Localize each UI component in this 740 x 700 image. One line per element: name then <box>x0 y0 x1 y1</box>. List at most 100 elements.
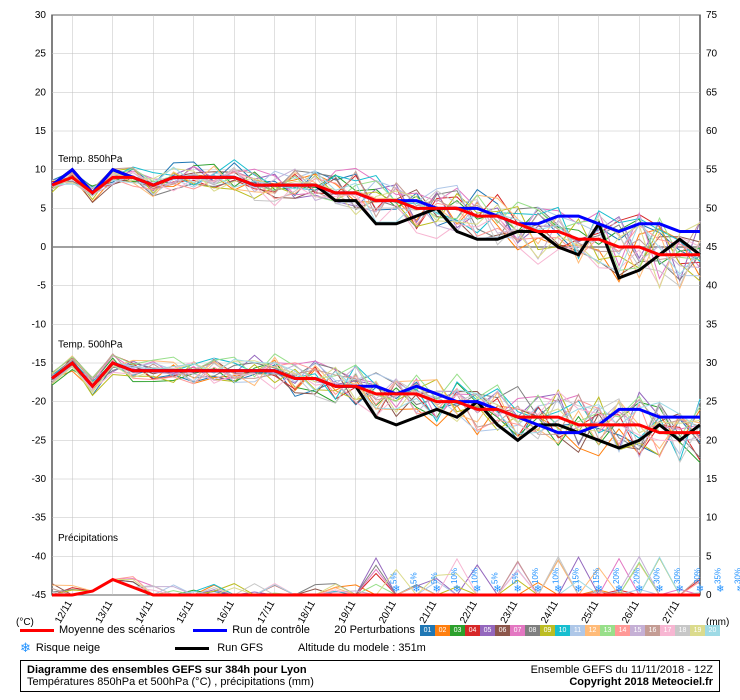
svg-text:13/11: 13/11 <box>94 599 116 626</box>
perturb-swatch: 03 <box>450 625 465 636</box>
svg-text:20: 20 <box>35 87 47 98</box>
svg-text:30%: 30% <box>653 568 662 584</box>
perturb-swatch: 13 <box>600 625 615 636</box>
legend-control-swatch <box>193 629 227 632</box>
svg-text:27/11: 27/11 <box>661 599 683 626</box>
svg-text:5: 5 <box>40 203 46 214</box>
perturb-swatch: 19 <box>690 625 705 636</box>
svg-text:-40: -40 <box>32 551 47 562</box>
svg-text:0: 0 <box>40 242 46 253</box>
legend-mean-swatch <box>20 629 54 632</box>
perturb-swatch: 17 <box>660 625 675 636</box>
legend-control: Run de contrôle <box>193 624 310 636</box>
perturb-swatch: 07 <box>510 625 525 636</box>
svg-text:❄: ❄ <box>433 584 441 595</box>
svg-text:❄: ❄ <box>676 584 684 595</box>
svg-text:❄: ❄ <box>412 584 420 595</box>
svg-text:15%: 15% <box>592 568 601 584</box>
svg-text:26/11: 26/11 <box>620 599 642 626</box>
svg-text:30%: 30% <box>734 568 740 584</box>
svg-text:10%: 10% <box>470 568 479 584</box>
perturb-swatch: 09 <box>540 625 555 636</box>
svg-text:❄: ❄ <box>392 584 400 595</box>
svg-text:❄: ❄ <box>554 584 562 595</box>
svg-text:❄: ❄ <box>635 584 643 595</box>
svg-text:22/11: 22/11 <box>458 599 480 626</box>
svg-text:-30: -30 <box>32 474 47 485</box>
svg-text:25: 25 <box>706 397 718 408</box>
perturb-swatch: 04 <box>465 625 480 636</box>
svg-text:30: 30 <box>35 10 47 21</box>
svg-text:55: 55 <box>706 165 718 176</box>
svg-text:70: 70 <box>706 49 718 60</box>
perturb-swatch: 18 <box>675 625 690 636</box>
perturb-swatch: 12 <box>585 625 600 636</box>
perturb-swatch: 20 <box>705 625 720 636</box>
svg-text:-20: -20 <box>32 397 47 408</box>
svg-text:-45: -45 <box>32 590 47 601</box>
svg-text:Temp. 500hPa: Temp. 500hPa <box>58 340 123 351</box>
perturb-swatch: 06 <box>495 625 510 636</box>
svg-text:Temp. 850hPa: Temp. 850hPa <box>58 154 123 165</box>
svg-text:5%: 5% <box>389 572 398 584</box>
footer-title: Diagramme des ensembles GEFS sur 384h po… <box>27 664 307 676</box>
svg-text:0: 0 <box>706 590 712 601</box>
svg-text:25: 25 <box>35 49 47 60</box>
legend-perturb: 20 Perturbations 01020304050607080910111… <box>334 624 720 636</box>
legend-gfs-swatch <box>175 647 209 650</box>
ensemble-chart: -45-40-35-30-25-20-15-10-505101520253005… <box>0 0 740 700</box>
svg-text:30%: 30% <box>693 568 702 584</box>
svg-text:❄: ❄ <box>493 584 501 595</box>
chart-svg: -45-40-35-30-25-20-15-10-505101520253005… <box>0 0 740 700</box>
svg-text:5%: 5% <box>491 572 500 584</box>
legend-control-label: Run de contrôle <box>232 624 310 636</box>
footer-copyright: Copyright 2018 Meteociel.fr <box>569 676 713 688</box>
svg-text:10: 10 <box>35 165 47 176</box>
perturb-swatch: 01 <box>420 625 435 636</box>
svg-text:14/11: 14/11 <box>134 599 156 626</box>
svg-text:65: 65 <box>706 87 718 98</box>
svg-text:17/11: 17/11 <box>256 599 278 626</box>
perturb-swatch: 11 <box>570 625 585 636</box>
svg-text:5%: 5% <box>410 572 419 584</box>
svg-text:30%: 30% <box>673 568 682 584</box>
svg-text:❄: ❄ <box>534 584 542 595</box>
svg-text:12/11: 12/11 <box>53 599 75 626</box>
svg-text:❄: ❄ <box>736 584 740 595</box>
svg-text:5: 5 <box>706 551 712 562</box>
svg-text:-15: -15 <box>32 358 47 369</box>
svg-text:10%: 10% <box>551 568 560 584</box>
svg-text:15/11: 15/11 <box>175 599 197 626</box>
svg-text:25/11: 25/11 <box>580 599 602 626</box>
svg-text:❄: ❄ <box>574 584 582 595</box>
footer-subtitle: Températures 850hPa et 500hPa (°C) , pré… <box>27 676 314 688</box>
svg-text:40: 40 <box>706 281 718 292</box>
svg-text:❄: ❄ <box>655 584 663 595</box>
svg-text:❄: ❄ <box>716 584 724 595</box>
snowflake-icon: ❄ <box>20 640 31 656</box>
svg-text:❄: ❄ <box>514 584 522 595</box>
svg-text:-35: -35 <box>32 513 47 524</box>
perturb-swatch: 15 <box>630 625 645 636</box>
perturb-swatch: 05 <box>480 625 495 636</box>
svg-text:24/11: 24/11 <box>539 599 561 626</box>
svg-text:30: 30 <box>706 358 718 369</box>
svg-text:-25: -25 <box>32 435 47 446</box>
svg-text:5%: 5% <box>511 572 520 584</box>
legend-snow-label: Risque neige <box>36 642 100 654</box>
legend-gfs-label: Run GFS <box>217 642 263 654</box>
svg-text:❄: ❄ <box>595 584 603 595</box>
footer-box: Diagramme des ensembles GEFS sur 384h po… <box>20 660 720 692</box>
svg-text:10%: 10% <box>450 568 459 584</box>
perturb-swatch: 14 <box>615 625 630 636</box>
svg-text:23/11: 23/11 <box>499 599 521 626</box>
legend-perturb-label: 20 Perturbations <box>334 624 415 636</box>
svg-text:20%: 20% <box>632 568 641 584</box>
legend-snow: ❄ Risque neige Run GFS Altitude du model… <box>20 640 720 656</box>
svg-text:20/11: 20/11 <box>377 599 399 626</box>
svg-text:35: 35 <box>706 319 718 330</box>
svg-text:18/11: 18/11 <box>296 599 318 626</box>
perturb-swatch: 02 <box>435 625 450 636</box>
legend-mean-label: Moyenne des scénarios <box>59 624 175 636</box>
legend-area: Moyenne des scénarios Run de contrôle 20… <box>20 624 720 656</box>
